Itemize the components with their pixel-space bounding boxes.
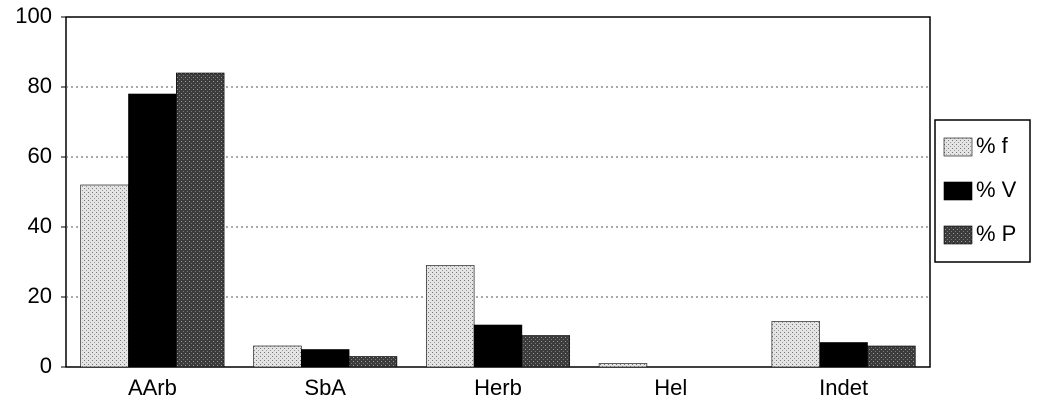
bar [128,93,177,368]
bar [348,356,398,368]
x-tick-label: SbA [304,375,346,400]
bar [425,265,475,368]
bar [473,324,523,368]
legend-label: % P [976,221,1016,246]
legend-swatch [943,181,973,201]
bar [598,363,648,368]
y-tick-label: 80 [28,73,52,98]
bar [819,342,868,368]
x-tick-label: Indet [819,375,868,400]
y-tick-label: 100 [15,3,52,28]
x-tick-label: Hel [654,375,687,400]
bar [253,345,302,368]
bar [176,72,225,368]
bar [80,184,129,368]
legend-swatch [943,137,973,157]
bar [771,321,820,368]
x-tick-label: AArb [128,375,177,400]
y-tick-label: 60 [28,143,52,168]
legend-swatch [943,225,973,245]
y-tick-label: 20 [28,283,52,308]
bar [521,335,571,368]
x-tick-label: Herb [474,375,522,400]
bar [300,349,350,368]
legend-label: % V [976,177,1017,202]
bar [867,345,916,368]
y-tick-label: 40 [28,213,52,238]
legend-label: % f [976,133,1009,158]
y-tick-label: 0 [40,353,52,378]
